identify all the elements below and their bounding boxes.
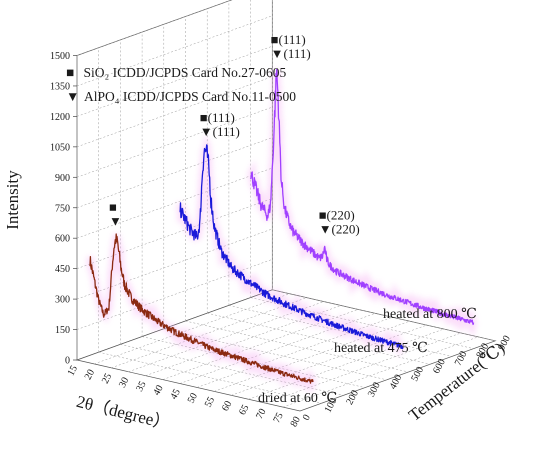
peak-annotation-2: ▼(111) xyxy=(271,46,311,61)
y-tick-label: 150 xyxy=(55,325,70,336)
series-label-800: heated at 800 ℃ xyxy=(383,307,477,322)
legend-entry-alpo4-label: AlPO₄ ICDD/JCPDS Card No.11-0500 xyxy=(84,89,296,104)
y-tick-label: 1350 xyxy=(50,81,70,92)
x-tick-label: 70 xyxy=(254,407,268,421)
x-tick-label: 75 xyxy=(271,411,285,425)
grid-line-y xyxy=(76,76,273,148)
series-line-2 xyxy=(249,68,475,326)
floor-grid-line-x xyxy=(94,293,290,365)
x-tick-label: 25 xyxy=(100,372,114,386)
grid-line-y xyxy=(76,45,273,117)
series-lines xyxy=(89,68,475,384)
legend-entry-sio2: ■ SiO₂ ICDD/JCPDS Card No.27-0605 xyxy=(66,65,287,80)
y-tick-label: 0 xyxy=(65,356,70,367)
series-line-0 xyxy=(89,233,314,384)
peak-annotation-3: ■(220) xyxy=(319,208,355,223)
peak-annotation-2: ■(111) xyxy=(271,32,306,47)
y-tick-label: 450 xyxy=(55,264,70,275)
x-tick-label: 60 xyxy=(220,399,234,413)
y-axis-title: Intensity xyxy=(3,170,22,230)
x-tick-label: 30 xyxy=(117,376,131,390)
grid-line-y xyxy=(76,106,273,178)
peak-annotation-3: ▼(220) xyxy=(319,222,360,237)
peak-annotations: ■▼■(111)▼(111)■(111)▼(111)■(220)▼(220) xyxy=(109,32,360,236)
series-label-60: dried at 60 ℃ xyxy=(258,391,337,406)
axis-panels xyxy=(75,0,497,412)
z-tick-label: 0 xyxy=(301,413,313,423)
x-tick-label: 45 xyxy=(168,387,182,401)
x-tick-label: 65 xyxy=(237,403,251,417)
grid-line-y xyxy=(76,228,273,300)
x-tick-label: 15 xyxy=(66,364,80,378)
series-label-475: heated at 475 ℃ xyxy=(334,341,428,356)
x-axis-title: 2θ（degree） xyxy=(74,392,172,434)
y-tick-label: 750 xyxy=(55,203,70,214)
y-tick-label: 1200 xyxy=(50,112,70,123)
y-tick-label: 1500 xyxy=(50,51,70,62)
legend-entry-sio2-label: SiO₂ ICDD/JCPDS Card No.27-0605 xyxy=(84,65,287,80)
x-tick-label: 80 xyxy=(289,415,303,429)
legend-entry-alpo4: ▼ AlPO₄ ICDD/JCPDS Card No.11-0500 xyxy=(66,89,296,104)
series-line-1 xyxy=(179,144,404,350)
grid-line-y xyxy=(76,198,273,269)
floor-grid-line-x xyxy=(248,328,444,400)
floor-grid-line-x xyxy=(282,336,479,408)
x-tick-label: 20 xyxy=(83,368,97,382)
x-tick-label: 55 xyxy=(203,395,217,409)
legend: ■ SiO₂ ICDD/JCPDS Card No.27-0605 ▼ AlPO… xyxy=(66,65,296,104)
triangle-down-marker-icon: ▼ xyxy=(66,89,79,104)
peak-annotation-1: ■(111) xyxy=(200,110,235,125)
peak-annotation-0: ■ xyxy=(109,199,117,214)
x-tick-label: 35 xyxy=(134,380,148,394)
grid-line-y xyxy=(76,137,273,208)
floor-grid-line-x xyxy=(111,297,307,369)
peak-annotation-0: ▼ xyxy=(109,213,122,228)
floor-grid-line-x xyxy=(265,332,462,404)
square-marker-icon: ■ xyxy=(66,65,74,80)
y-tick-label: 300 xyxy=(55,295,70,306)
y-tick-label: 600 xyxy=(55,234,70,245)
x-tick-label: 50 xyxy=(186,391,200,405)
grid-line-y xyxy=(76,15,273,87)
peak-annotation-1: ▼(111) xyxy=(200,124,240,139)
y-tick-label: 900 xyxy=(55,173,70,184)
y-tick-label: 1050 xyxy=(50,142,70,153)
grid-line-y xyxy=(76,167,273,239)
x-tick-label: 40 xyxy=(151,383,165,397)
